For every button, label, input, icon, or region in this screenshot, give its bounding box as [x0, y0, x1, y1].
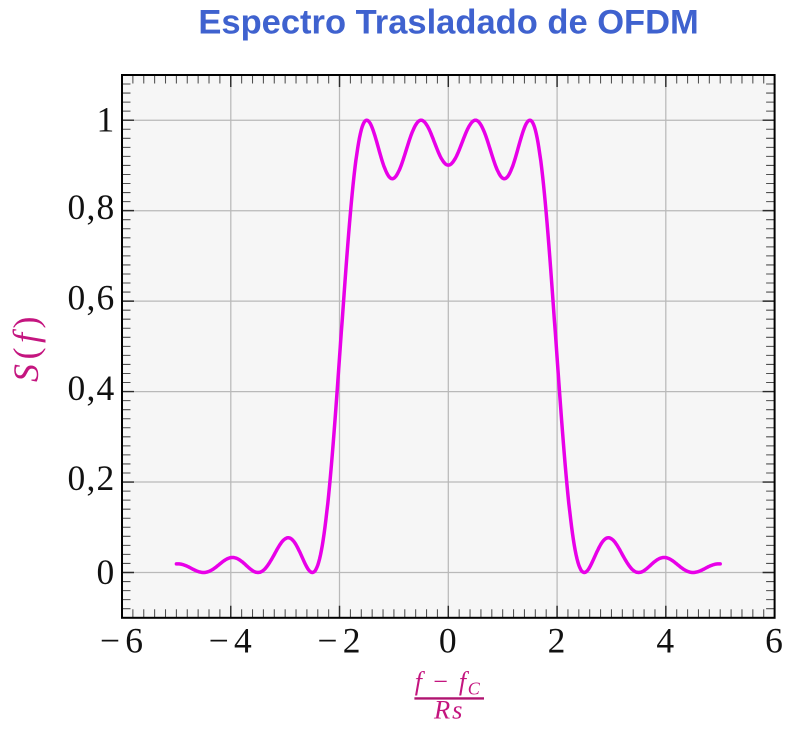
svg-text:0: 0	[97, 552, 116, 592]
svg-text:4: 4	[656, 620, 675, 660]
svg-text:Rs: Rs	[433, 694, 465, 724]
svg-text:0,6: 0,6	[68, 277, 116, 317]
svg-text:− 6: − 6	[100, 620, 144, 660]
svg-text:− 2: − 2	[317, 620, 361, 660]
svg-text:S(f): S(f)	[6, 312, 46, 382]
svg-text:6: 6	[765, 620, 784, 660]
svg-text:0: 0	[439, 620, 458, 660]
svg-text:− 4: − 4	[209, 620, 253, 660]
svg-text:1: 1	[97, 100, 116, 140]
svg-text:Espectro Trasladado de OFDM: Espectro Trasladado de OFDM	[198, 4, 698, 42]
svg-text:0,8: 0,8	[68, 187, 116, 227]
svg-text:2: 2	[548, 620, 567, 660]
svg-text:0,2: 0,2	[68, 458, 116, 498]
svg-text:0,4: 0,4	[68, 368, 116, 408]
